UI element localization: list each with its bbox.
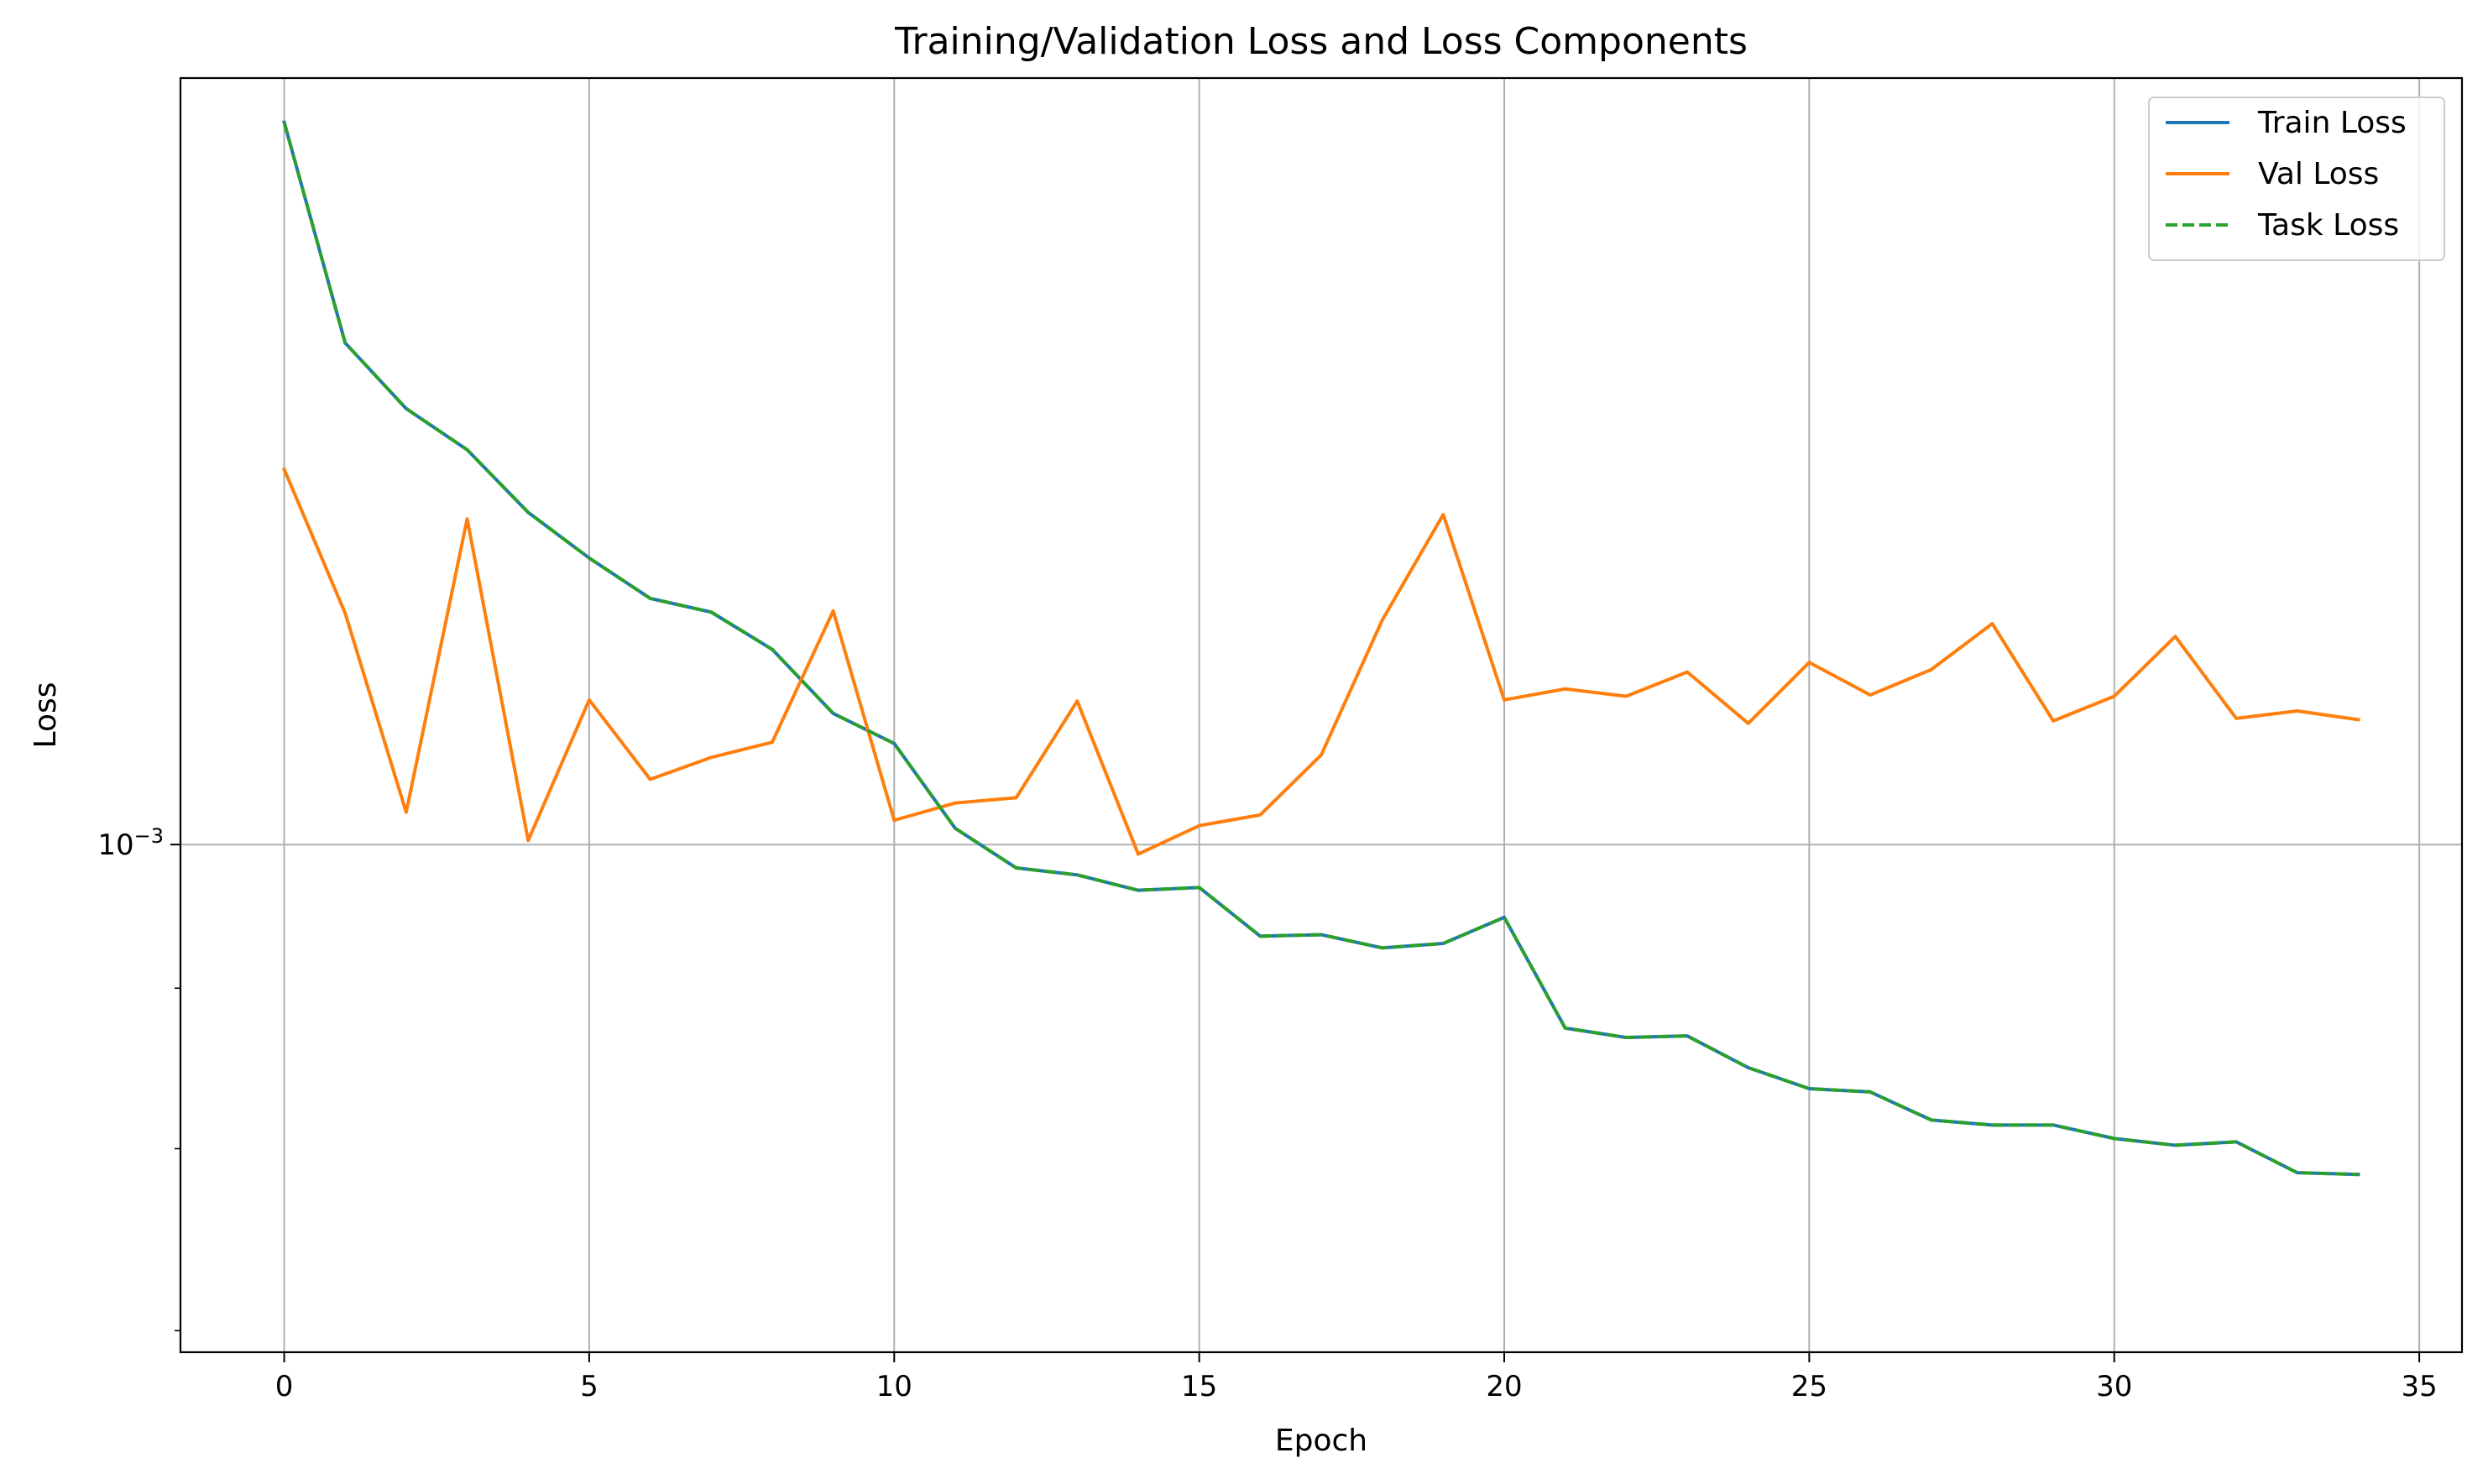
x-tick-label: 15 [1181, 1370, 1217, 1403]
y-axis-label: Loss [29, 682, 63, 749]
x-tick-label: 10 [876, 1370, 912, 1403]
series-lines [281, 120, 2360, 1177]
legend: Train Loss Val Loss Task Loss [2148, 97, 2445, 261]
y-tick-label: 10−3 [97, 824, 164, 862]
legend-label-val-loss: Val Loss [2258, 157, 2379, 191]
y-tick-label-base: 10 [97, 828, 133, 862]
x-tick-label: 5 [580, 1370, 598, 1403]
x-axis-label: Epoch [1275, 1424, 1367, 1458]
x-tick-label: 35 [2401, 1370, 2437, 1403]
x-tick-label: 20 [1486, 1370, 1522, 1403]
x-tick-label: 30 [2096, 1370, 2132, 1403]
x-tick-label: 25 [1791, 1370, 1827, 1403]
series-line-val-loss [281, 467, 2360, 856]
series-line-task-loss [282, 122, 2359, 1177]
legend-box [2148, 97, 2445, 261]
legend-label-task-loss: Task Loss [2257, 208, 2399, 243]
plot-frame [179, 76, 2464, 1354]
legend-label-train-loss: Train Loss [2257, 106, 2407, 140]
x-tick-label: 0 [275, 1370, 294, 1403]
y-tick-label-exponent: −3 [134, 824, 164, 848]
chart-title: Training/Validation Loss and Loss Compon… [894, 20, 1748, 63]
